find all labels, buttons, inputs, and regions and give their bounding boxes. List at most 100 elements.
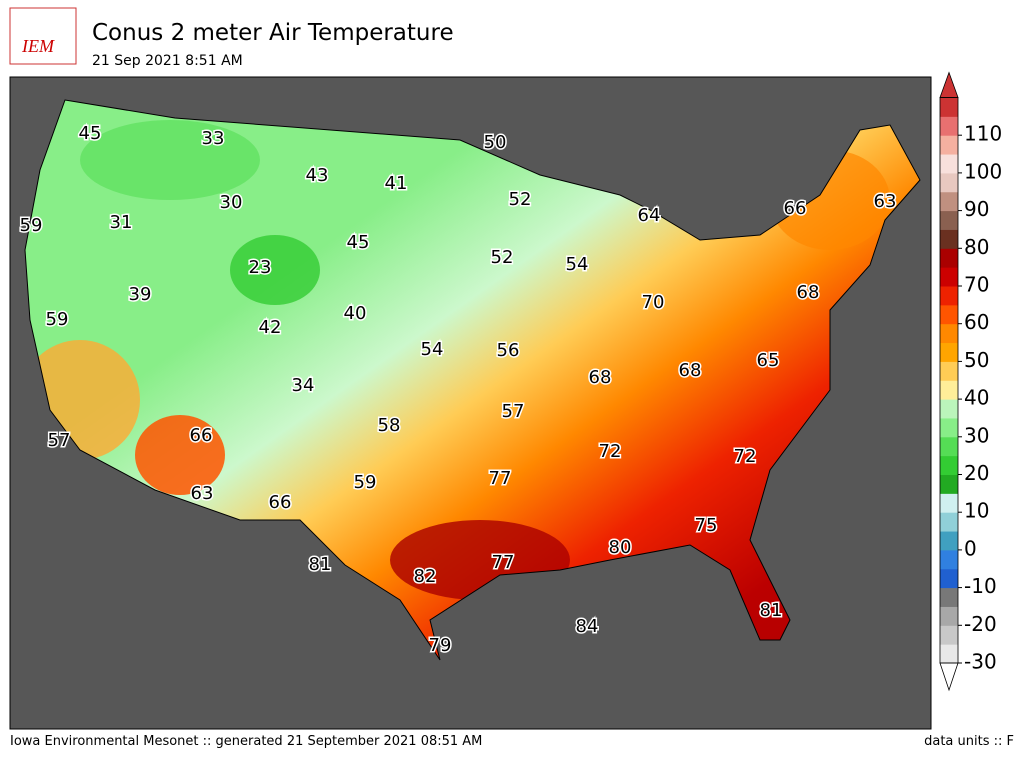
temperature-label: 57 (48, 430, 71, 451)
temperature-label: 82 (414, 566, 437, 587)
temperature-labels: 45 33 50 43 41 30 52 64 66 63 59 31 45 23 52 54 68 39 70 59… (18, 122, 898, 658)
footer-left: Iowa Environmental Mesonet :: generated … (10, 734, 482, 749)
temperature-label: 77 (489, 468, 512, 489)
temperature-label: 81 (760, 600, 783, 621)
colorbar-tick-label: 80 (964, 235, 989, 259)
colorbar-tick-label: 0 (964, 536, 977, 560)
temperature-label: 40 (344, 303, 367, 324)
colorbar-segment (940, 323, 958, 344)
colorbar-segment (940, 455, 958, 475)
temperature-label: 80 (609, 537, 632, 558)
temperature-label: 45 (79, 123, 102, 144)
temperature-label: 72 (734, 446, 757, 467)
temperature-label: 68 (797, 282, 820, 303)
temperature-label: 79 (429, 635, 452, 656)
colorbar-tick-label: 50 (964, 348, 989, 372)
colorbar-tick-label: 10 (964, 499, 989, 523)
temperature-label: 75 (695, 515, 718, 536)
footer-right: data units :: F (924, 734, 1014, 749)
colorbar-segment (940, 549, 958, 570)
colorbar-segment (940, 304, 958, 325)
temperature-label: 45 (347, 232, 370, 253)
temperature-label: 43 (306, 165, 329, 186)
colorbar-tick-label: 60 (964, 310, 989, 334)
colorbar-segment (940, 568, 958, 589)
temperature-label: 50 (484, 132, 507, 153)
temperature-label: 30 (220, 192, 243, 213)
temperature-label: 56 (497, 340, 520, 361)
colorbar-segment (940, 606, 958, 626)
colorbar-segment (940, 229, 958, 249)
temperature-label: 72 (599, 441, 622, 462)
colorbar-tick-label: 30 (964, 423, 989, 447)
temperature-label: 41 (385, 173, 408, 194)
temperature-label: 58 (378, 415, 401, 436)
colorbar-segment (940, 97, 958, 117)
temperature-label: 54 (566, 254, 589, 275)
colorbar-arrow-top (939, 71, 959, 98)
colorbar-segment (940, 531, 958, 551)
colorbar-segment (940, 342, 958, 362)
temperature-label: 39 (129, 284, 152, 305)
colorbar-tick-label: -30 (964, 650, 997, 674)
colorbar-arrow-bottom (939, 662, 959, 692)
temperature-label: 63 (191, 483, 214, 504)
colorbar-segment (940, 210, 958, 230)
colorbar-segment (940, 625, 958, 645)
colorbar-segment (940, 380, 958, 400)
temperature-label: 66 (784, 198, 807, 219)
temperature-label: 68 (679, 360, 702, 381)
temperature-label: 84 (576, 616, 599, 637)
colorbar-segment (940, 267, 958, 287)
temperature-label: 59 (46, 309, 69, 330)
temperature-label: 68 (589, 367, 612, 388)
temperature-label: 57 (502, 401, 525, 422)
temperature-label: 66 (190, 425, 213, 446)
colorbar: -30 -20 -10 0 10 20 30 40 50 60 70 80 90 100 110 (939, 71, 1002, 692)
temperature-label: 34 (292, 375, 315, 396)
temperature-label: 65 (757, 350, 780, 371)
temperature-label: 81 (309, 554, 332, 575)
subtitle: 21 Sep 2021 8:51 AM (92, 53, 243, 69)
colorbar-tick-label: 90 (964, 197, 989, 221)
colorbar-tick-label: 20 (964, 461, 989, 485)
temperature-label: 63 (874, 191, 897, 212)
colorbar-segment (940, 191, 958, 212)
colorbar-frame (939, 97, 959, 664)
colorbar-segment (940, 512, 958, 532)
colorbar-segment (940, 135, 958, 155)
title: Conus 2 meter Air Temperature (92, 20, 454, 46)
colorbar-segment (940, 361, 958, 381)
temperature-label: 70 (642, 292, 665, 313)
temperature-label: 52 (509, 189, 532, 210)
colorbar-segment (940, 474, 958, 494)
temperature-label: 42 (259, 317, 282, 338)
temperature-label: 66 (269, 492, 292, 513)
colorbar-tick-label: -20 (964, 612, 997, 636)
logo: IEM (21, 36, 55, 56)
temperature-label: 31 (110, 212, 133, 233)
temperature-label: 54 (421, 339, 444, 360)
colorbar-segment (940, 154, 958, 174)
temperature-label: 77 (492, 552, 515, 573)
colorbar-segment (940, 399, 958, 419)
colorbar-tick-label: 100 (964, 159, 1002, 183)
colorbar-tick-label: 110 (964, 122, 1002, 146)
header: IEM Conus 2 meter Air Temperature 21 Sep… (9, 7, 454, 69)
colorbar-segment (940, 286, 958, 306)
colorbar-tick-label: 70 (964, 273, 989, 297)
colorbar-segment (940, 493, 958, 513)
colorbar-segment (940, 248, 958, 268)
temperature-label: 52 (491, 247, 514, 268)
temperature-label: 64 (638, 205, 661, 226)
colorbar-segment (940, 587, 958, 607)
temperature-label: 59 (354, 472, 377, 493)
colorbar-tick-label: -10 (964, 574, 997, 598)
colorbar-segment (940, 116, 958, 136)
temperature-label: 33 (202, 128, 225, 149)
temperature-label: 59 (20, 215, 43, 236)
colorbar-segment (940, 417, 958, 438)
logo-frame (9, 7, 77, 65)
temperature-label: 23 (249, 257, 272, 278)
